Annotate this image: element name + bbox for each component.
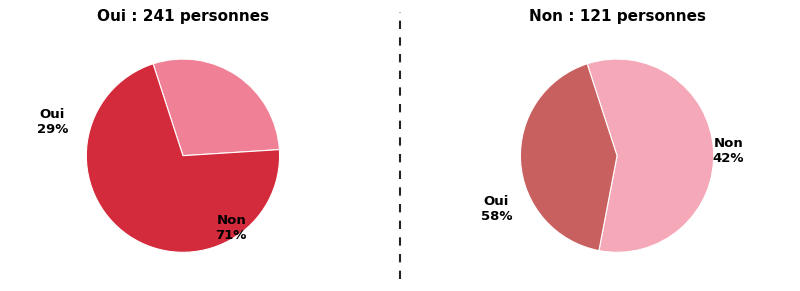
Text: Oui
29%: Oui 29% (37, 108, 68, 136)
Wedge shape (86, 64, 279, 252)
Title: Non : 121 personnes: Non : 121 personnes (529, 9, 706, 24)
Text: Non
71%: Non 71% (215, 214, 247, 242)
Text: Non
42%: Non 42% (712, 137, 744, 165)
Wedge shape (521, 64, 617, 251)
Wedge shape (587, 59, 714, 252)
Text: Oui
58%: Oui 58% (481, 195, 512, 223)
Title: Oui : 241 personnes: Oui : 241 personnes (97, 9, 269, 24)
Wedge shape (153, 59, 279, 156)
